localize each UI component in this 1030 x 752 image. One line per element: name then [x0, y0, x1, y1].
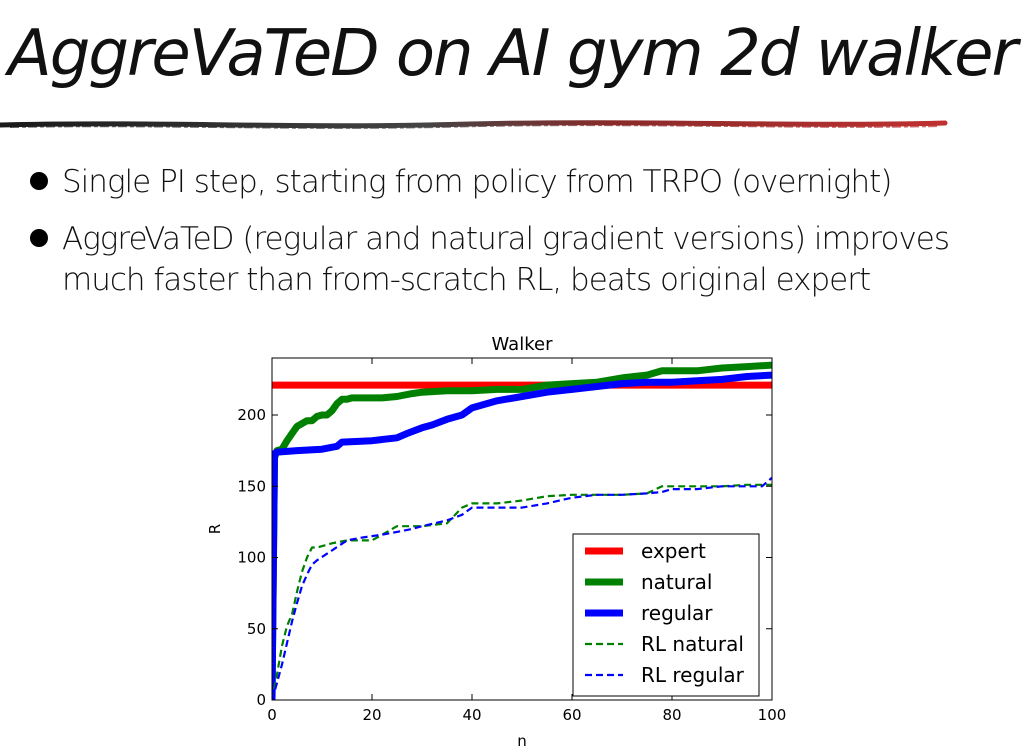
- bullet-list: Single PI step, starting from policy fro…: [30, 162, 1020, 317]
- rule-stroke-rough: [9, 124, 941, 129]
- rule-stroke: [0, 120, 948, 129]
- legend: expert natural regular RL natural RL regular: [572, 533, 760, 697]
- x-tick-label: 0: [267, 706, 277, 724]
- plot-frame: [271, 357, 773, 701]
- series-line-rl-regular: [272, 476, 772, 700]
- x-axis-label: n: [517, 732, 527, 750]
- x-tick-label: 20: [362, 706, 381, 724]
- x-tick-label: 40: [462, 706, 481, 724]
- bullet-dot-icon: [30, 172, 48, 190]
- series-line-rl-natural: [272, 483, 772, 700]
- y-tick-label: 150: [237, 477, 266, 495]
- y-tick-label: 100: [237, 549, 266, 567]
- bullet-dot-icon: [30, 229, 48, 247]
- legend-label: RL natural: [641, 632, 744, 656]
- title-underline-rule: [0, 120, 948, 129]
- y-tick-label: 50: [247, 620, 266, 638]
- bullet-text: AggreVaTeD (regular and natural gradient…: [62, 221, 950, 298]
- x-tick-label: 80: [662, 706, 681, 724]
- legend-label: regular: [641, 601, 713, 625]
- x-tick-label: 60: [562, 706, 581, 724]
- y-tick-label: 0: [256, 691, 266, 709]
- y-tick-label: 200: [237, 406, 266, 424]
- bullet-item: Single PI step, starting from policy fro…: [30, 162, 1020, 203]
- legend-label: RL regular: [641, 663, 745, 687]
- slide-title: AggreVaTeD on AI gym 2d walker: [8, 17, 1018, 91]
- bullet-text: Single PI step, starting from policy fro…: [62, 164, 892, 200]
- chart-title: Walker: [492, 334, 554, 355]
- series-line-natural: [272, 361, 772, 700]
- series-line-regular: [272, 371, 772, 700]
- bullet-item: AggreVaTeD (regular and natural gradient…: [30, 219, 1020, 301]
- x-tick-label: 100: [758, 706, 787, 724]
- legend-label: natural: [641, 570, 712, 594]
- legend-label: expert: [641, 539, 706, 563]
- y-axis-label: R: [206, 524, 224, 534]
